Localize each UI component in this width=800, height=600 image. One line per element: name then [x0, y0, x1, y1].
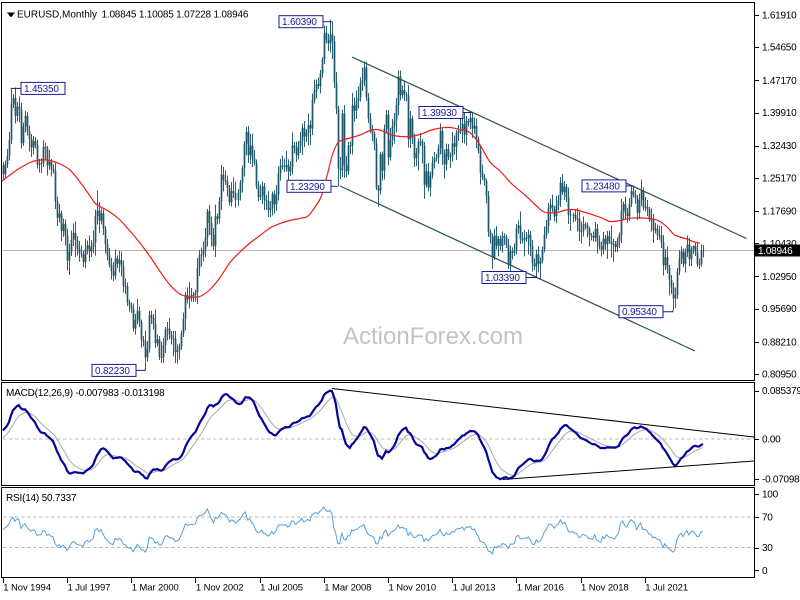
svg-text:1 Jul 2021: 1 Jul 2021	[645, 583, 688, 594]
svg-text:1 Nov 2002: 1 Nov 2002	[196, 583, 244, 594]
svg-text:1.17690: 1.17690	[762, 207, 797, 218]
svg-text:0.82230: 0.82230	[95, 366, 130, 377]
svg-text:1.08946: 1.08946	[758, 246, 793, 257]
svg-text:1.47170: 1.47170	[762, 76, 797, 87]
svg-text:1 Jul 2005: 1 Jul 2005	[260, 583, 303, 594]
svg-text:1.03390: 1.03390	[485, 273, 520, 284]
svg-text:1 Mar 2000: 1 Mar 2000	[132, 583, 179, 594]
svg-text:1.23290: 1.23290	[290, 182, 325, 193]
svg-text:1.54650: 1.54650	[762, 43, 797, 54]
svg-text:1 Mar 2008: 1 Mar 2008	[324, 583, 371, 594]
svg-text:100: 100	[762, 490, 779, 501]
svg-text:1 Nov 2010: 1 Nov 2010	[389, 583, 437, 594]
svg-text:1 Mar 2016: 1 Mar 2016	[517, 583, 564, 594]
svg-text:0: 0	[762, 566, 768, 577]
svg-text:1.61910: 1.61910	[762, 11, 797, 22]
svg-text:EURUSD,Monthly: EURUSD,Monthly	[17, 10, 97, 21]
svg-text:0.88210: 0.88210	[762, 337, 797, 348]
svg-text:1.39930: 1.39930	[422, 108, 457, 119]
svg-text:1.60390: 1.60390	[282, 17, 317, 28]
svg-text:1 Nov 2018: 1 Nov 2018	[581, 583, 629, 594]
svg-text:0.95340: 0.95340	[622, 307, 657, 318]
svg-text:1 Nov 1994: 1 Nov 1994	[3, 583, 51, 594]
svg-text:1.32430: 1.32430	[762, 141, 797, 152]
svg-text:30: 30	[762, 543, 773, 554]
svg-text:0.80950: 0.80950	[762, 370, 797, 381]
svg-text:70: 70	[762, 513, 773, 524]
svg-text:RSI(14) 50.7337: RSI(14) 50.7337	[6, 493, 77, 504]
svg-text:1.25170: 1.25170	[762, 173, 797, 184]
svg-text:1.02950: 1.02950	[762, 272, 797, 283]
svg-text:0.00: 0.00	[762, 435, 781, 446]
svg-text:MACD(12,26,9) -0.007983 -0.013: MACD(12,26,9) -0.007983 -0.013198	[6, 388, 165, 399]
svg-text:1.10430: 1.10430	[762, 239, 797, 250]
svg-text:ActionForex.com: ActionForex.com	[343, 323, 523, 350]
svg-text:1 Jul 2013: 1 Jul 2013	[453, 583, 496, 594]
svg-text:1.23480: 1.23480	[585, 181, 620, 192]
svg-text:1 Jul 1997: 1 Jul 1997	[68, 583, 111, 594]
svg-text:0.95690: 0.95690	[762, 304, 797, 315]
svg-text:1.45350: 1.45350	[24, 84, 59, 95]
svg-text:1.08845 1.10085 1.07228 1.0894: 1.08845 1.10085 1.07228 1.08946	[102, 10, 249, 21]
svg-text:1.39910: 1.39910	[762, 108, 797, 119]
svg-text:0.085379: 0.085379	[762, 386, 800, 397]
svg-text:-0.070989: -0.070989	[762, 475, 800, 486]
